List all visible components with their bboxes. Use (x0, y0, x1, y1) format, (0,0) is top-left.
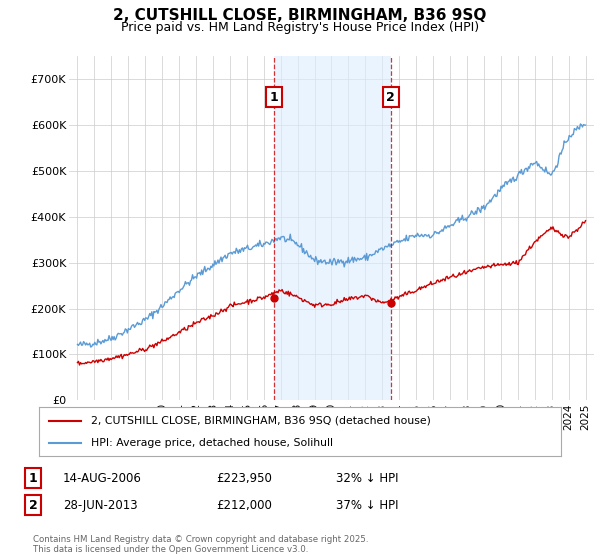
Text: 2: 2 (29, 498, 37, 512)
Text: £223,950: £223,950 (216, 472, 272, 485)
Text: 37% ↓ HPI: 37% ↓ HPI (336, 498, 398, 512)
Text: 32% ↓ HPI: 32% ↓ HPI (336, 472, 398, 485)
Text: 2, CUTSHILL CLOSE, BIRMINGHAM, B36 9SQ: 2, CUTSHILL CLOSE, BIRMINGHAM, B36 9SQ (113, 8, 487, 24)
Text: HPI: Average price, detached house, Solihull: HPI: Average price, detached house, Soli… (91, 437, 333, 447)
Text: 1: 1 (270, 91, 278, 104)
Text: 14-AUG-2006: 14-AUG-2006 (63, 472, 142, 485)
Text: 2, CUTSHILL CLOSE, BIRMINGHAM, B36 9SQ (detached house): 2, CUTSHILL CLOSE, BIRMINGHAM, B36 9SQ (… (91, 416, 431, 426)
Text: 1: 1 (29, 472, 37, 485)
Text: 2: 2 (386, 91, 395, 104)
Bar (274, 56, 391, 400)
Text: 28-JUN-2013: 28-JUN-2013 (63, 498, 137, 512)
Text: Price paid vs. HM Land Registry's House Price Index (HPI): Price paid vs. HM Land Registry's House … (121, 21, 479, 34)
Text: £212,000: £212,000 (216, 498, 272, 512)
Text: Contains HM Land Registry data © Crown copyright and database right 2025.
This d: Contains HM Land Registry data © Crown c… (33, 535, 368, 554)
